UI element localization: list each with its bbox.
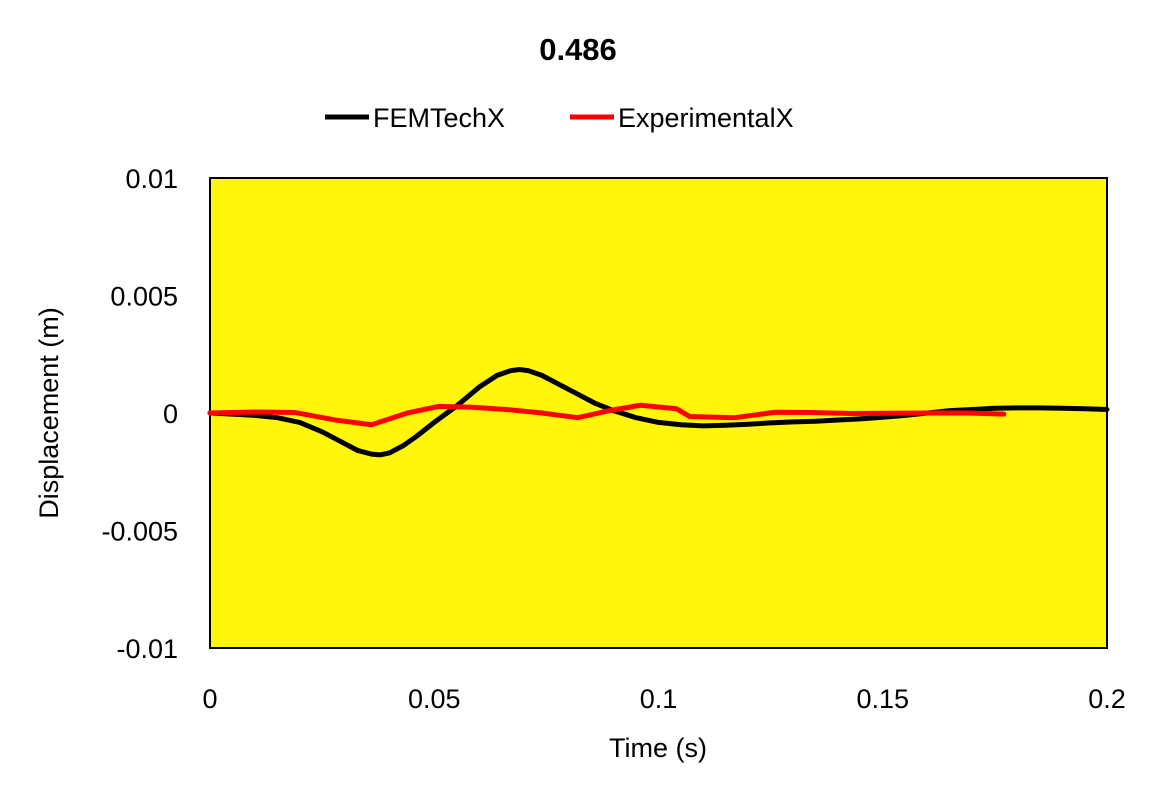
x-tick-label: 0 [202,684,217,714]
legend-label-experimentalx: ExperimentalX [618,103,794,133]
y-axis-tick-labels: 0.01 0.005 0 -0.005 -0.01 [101,164,178,664]
y-tick-label: 0 [163,399,178,429]
x-tick-label: 0.2 [1088,684,1126,714]
series-layer [207,367,1110,458]
x-axis-title: Time (s) [609,733,707,763]
y-tick-label: -0.01 [116,634,178,664]
y-tick-label: 0.01 [125,164,178,194]
y-tick-label: -0.005 [101,517,178,547]
y-tick-label: 0.005 [110,282,178,312]
x-tick-label: 0.05 [408,684,461,714]
y-axis-title: Displacement (m) [34,307,64,519]
x-axis-tick-labels: 0 0.05 0.1 0.15 0.2 [202,684,1125,714]
x-tick-label: 0.1 [640,684,678,714]
x-tick-label: 0.15 [856,684,909,714]
chart-title: 0.486 [539,32,617,67]
legend-label-femtechx: FEMTechX [373,103,505,133]
series-line-experimentalx [207,402,1007,428]
legend: FEMTechX ExperimentalX [325,103,794,133]
